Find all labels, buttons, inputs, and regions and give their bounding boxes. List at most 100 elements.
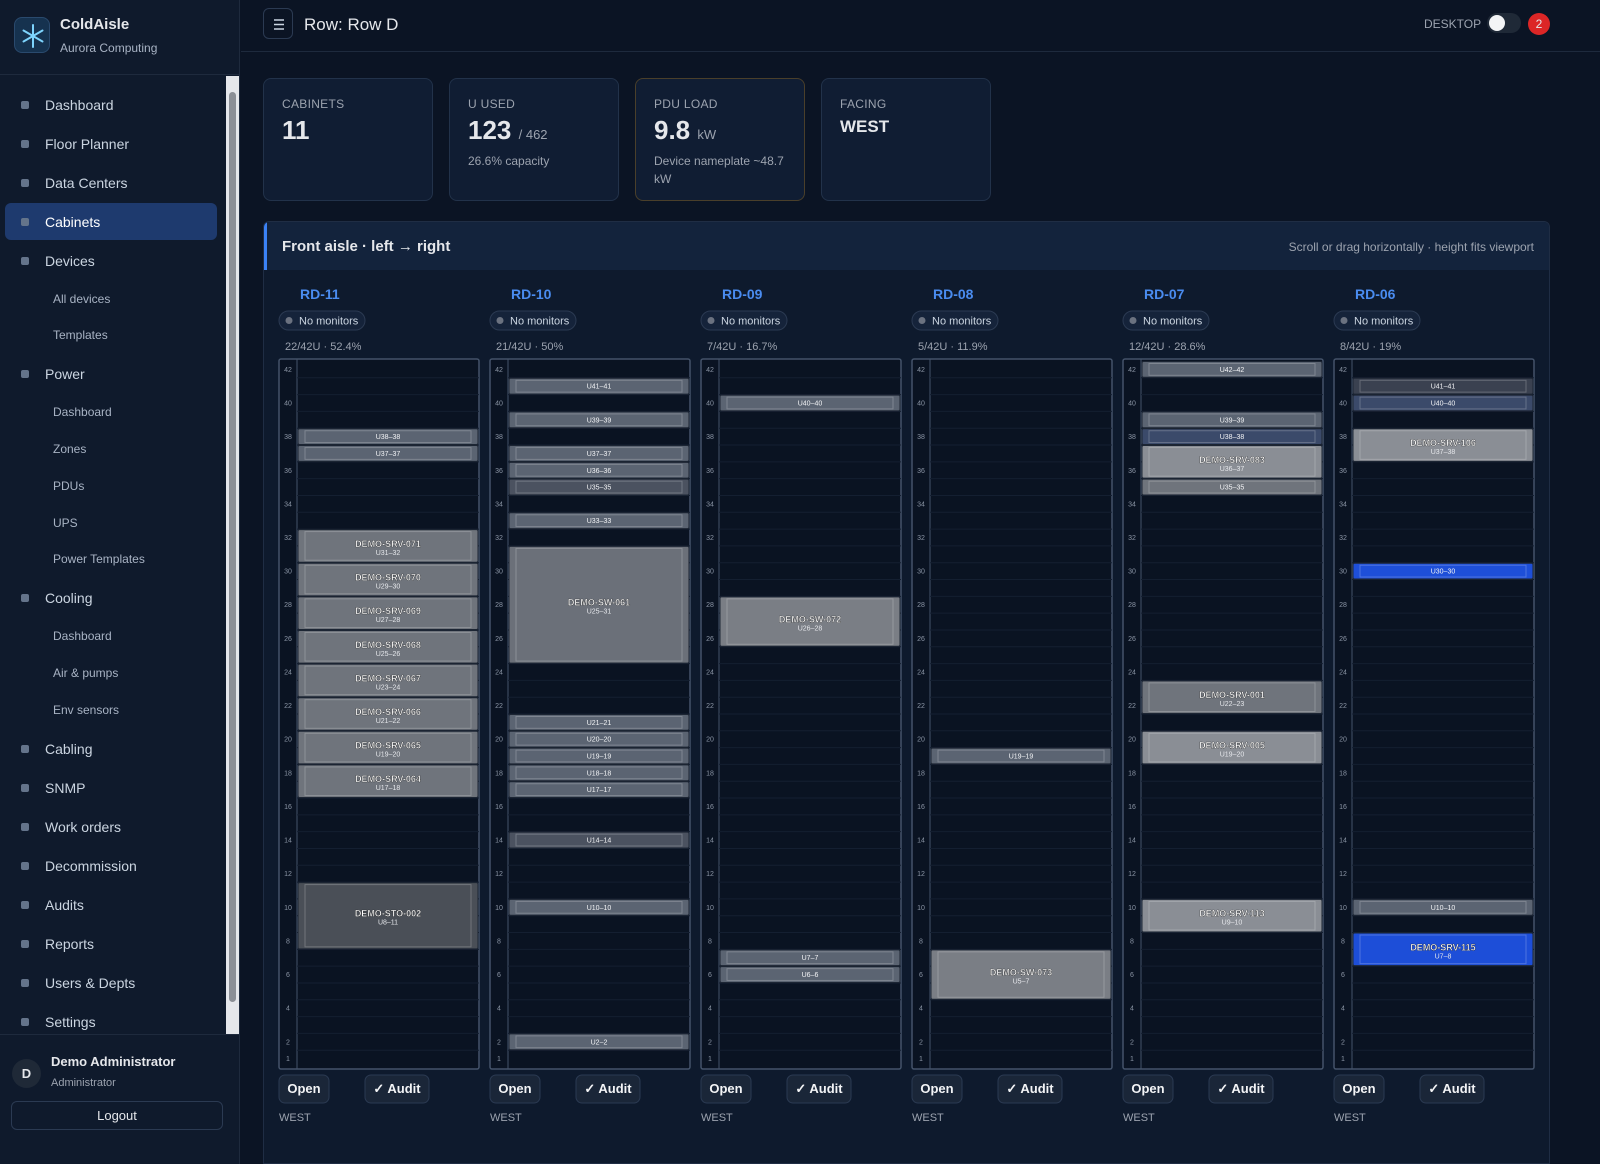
button-label[interactable]: Open [1131,1081,1164,1096]
device-body[interactable] [508,714,690,731]
device-body[interactable] [297,562,479,597]
action-button[interactable]: Open [278,1074,330,1104]
button-body[interactable] [1333,1074,1385,1104]
device-body[interactable] [1141,680,1323,714]
device[interactable]: U40–40 [719,394,901,412]
device[interactable]: U19–19 [930,747,1112,765]
device[interactable]: U20–20 [508,730,690,748]
nav-item[interactable]: Users & Depts [5,964,217,1001]
button-label[interactable]: ✓ Audit [795,1081,843,1096]
device-body[interactable] [297,596,479,630]
device[interactable]: U14–14 [508,831,690,849]
nav-subitem[interactable]: Templates [5,317,217,354]
nav-item[interactable]: Floor Planner [5,125,217,162]
action-button[interactable]: ✓ Audit [997,1074,1063,1104]
nav-subitem[interactable]: Env sensors [5,691,217,728]
device[interactable]: U37–37 [297,445,479,462]
device[interactable]: U42–42 [1141,361,1323,378]
device[interactable]: U35–35 [508,478,690,496]
nav-subitem[interactable]: Dashboard [5,394,217,431]
nav-item[interactable]: Cooling [5,580,217,617]
device-body[interactable] [508,898,690,916]
device-body[interactable] [508,478,690,496]
nav-subitem[interactable]: Air & pumps [5,654,217,691]
device-body[interactable] [297,428,479,446]
device-body[interactable] [1352,428,1534,462]
nav-item[interactable]: Audits [5,886,217,923]
scroll-thumb[interactable] [229,92,236,1002]
nav-subitem[interactable]: All devices [5,280,217,317]
nav-subitem[interactable]: Dashboard [5,618,217,655]
device-body[interactable] [719,596,901,647]
device[interactable]: U39–39 [508,411,690,429]
device[interactable]: U7–7 [719,949,901,967]
nav-item[interactable]: SNMP [5,769,217,806]
nav-item[interactable]: Dashboard [5,86,217,123]
button-label[interactable]: Open [709,1081,742,1096]
action-button[interactable]: ✓ Audit [364,1074,430,1104]
nav-item[interactable]: Work orders [5,808,217,845]
device[interactable]: U2–2 [508,1033,690,1051]
button-body[interactable] [489,1074,541,1104]
cabinet-name[interactable]: RD-10 [511,286,552,302]
device-body[interactable] [1141,898,1323,933]
device[interactable]: U19–19 [508,747,690,765]
device-body[interactable] [297,882,479,950]
device-body[interactable] [297,445,479,462]
device-body[interactable] [297,730,479,765]
device[interactable]: U17–17 [508,781,690,799]
button-body[interactable] [1419,1074,1485,1104]
device-body[interactable] [297,663,479,698]
button-body[interactable] [575,1074,641,1104]
device-body[interactable] [508,831,690,849]
device-body[interactable] [508,545,690,664]
device-body[interactable] [508,747,690,765]
device[interactable]: U10–10 [1352,898,1534,916]
device-body[interactable] [1141,478,1323,496]
device-body[interactable] [1141,411,1323,429]
device-body[interactable] [508,377,690,395]
device-body[interactable] [508,1033,690,1051]
device-body[interactable] [1141,428,1323,446]
cabinet-name[interactable]: RD-07 [1144,286,1185,302]
button-label[interactable]: Open [1342,1081,1375,1096]
nav-subitem[interactable]: Zones [5,430,217,467]
action-button[interactable]: Open [489,1074,541,1104]
mode-toggle[interactable] [1487,13,1521,33]
action-button[interactable]: Open [911,1074,963,1104]
nav-subitem[interactable]: UPS [5,504,217,541]
device-body[interactable] [930,747,1112,765]
button-body[interactable] [911,1074,963,1104]
device-body[interactable] [297,697,479,731]
device[interactable]: U38–38 [1141,428,1323,446]
button-body[interactable] [278,1074,330,1104]
action-button[interactable]: ✓ Audit [786,1074,852,1104]
button-label[interactable]: ✓ Audit [373,1081,421,1096]
device-body[interactable] [1352,394,1534,412]
device-body[interactable] [508,730,690,748]
button-body[interactable] [786,1074,852,1104]
device-body[interactable] [719,949,901,967]
device[interactable]: U40–40 [1352,394,1534,412]
cabinet-name[interactable]: RD-09 [722,286,763,302]
device[interactable]: U38–38 [297,428,479,446]
button-label[interactable]: ✓ Audit [584,1081,632,1096]
device-body[interactable] [297,764,479,799]
button-body[interactable] [700,1074,752,1104]
device-body[interactable] [930,949,1112,1000]
action-button[interactable]: Open [1333,1074,1385,1104]
nav-item[interactable]: Data Centers [5,164,217,201]
device[interactable]: U36–36 [508,461,690,479]
device[interactable]: U10–10 [508,898,690,916]
cabinet-name[interactable]: RD-11 [300,286,340,302]
action-button[interactable]: ✓ Audit [1419,1074,1485,1104]
